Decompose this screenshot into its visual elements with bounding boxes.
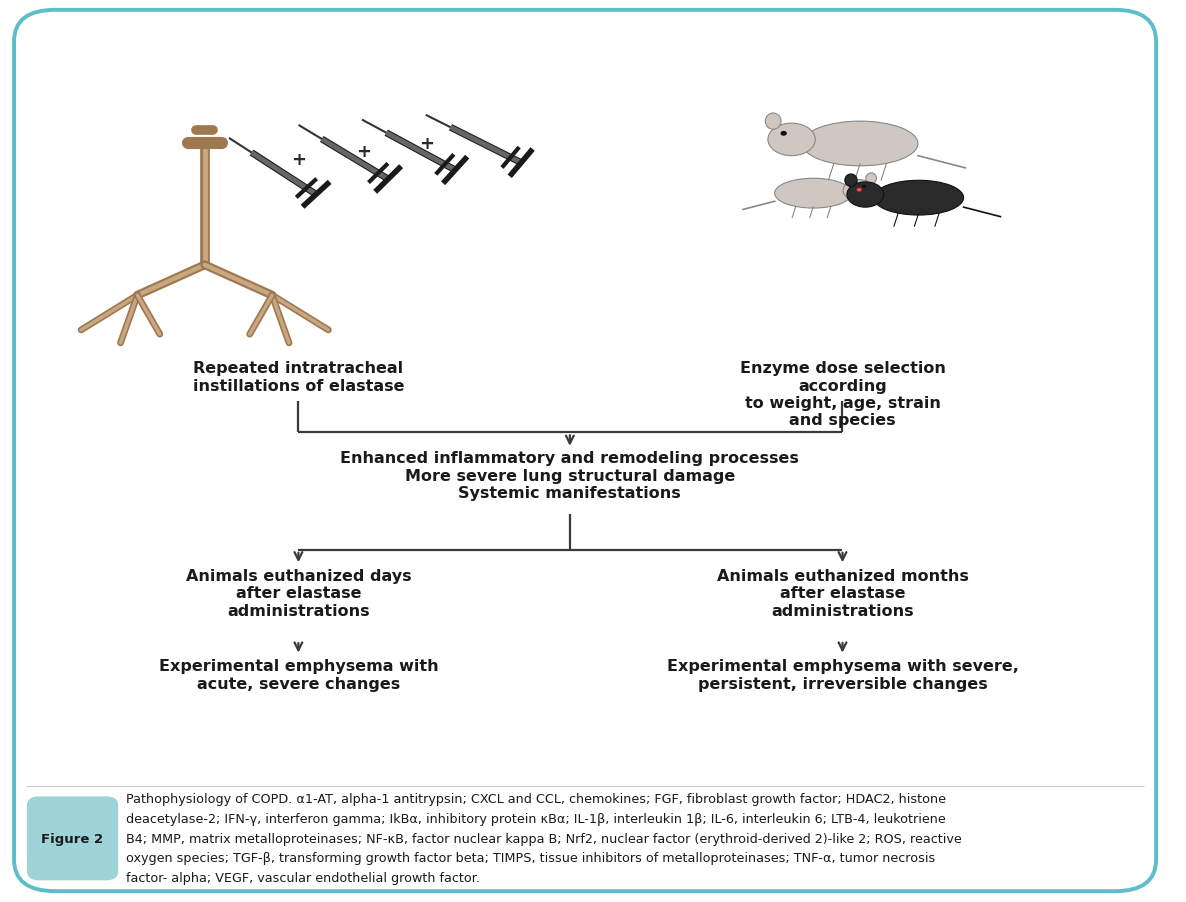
Ellipse shape	[765, 114, 782, 130]
Text: B4; MMP, matrix metalloproteinases; NF-κB, factor nuclear kappa B; Nrf2, nuclear: B4; MMP, matrix metalloproteinases; NF-κ…	[127, 832, 962, 844]
Text: +: +	[420, 135, 434, 153]
Text: Enhanced inflammatory and remodeling processes
More severe lung structural damag: Enhanced inflammatory and remodeling pro…	[340, 451, 799, 501]
Text: Experimental emphysema with severe,
persistent, irreversible changes: Experimental emphysema with severe, pers…	[667, 658, 1019, 691]
Text: +: +	[357, 143, 371, 161]
Text: +: +	[291, 151, 306, 169]
Ellipse shape	[874, 181, 963, 216]
Text: Pathophysiology of COPD. α1-AT, alpha-1 antitrypsin; CXCL and CCL, chemokines; F: Pathophysiology of COPD. α1-AT, alpha-1 …	[127, 792, 946, 805]
Ellipse shape	[844, 175, 857, 188]
Ellipse shape	[767, 124, 815, 157]
Ellipse shape	[774, 179, 852, 208]
Ellipse shape	[856, 189, 861, 192]
Text: Animals euthanized months
after elastase
administrations: Animals euthanized months after elastase…	[716, 568, 969, 618]
Text: Animals euthanized days
after elastase
administrations: Animals euthanized days after elastase a…	[185, 568, 412, 618]
Ellipse shape	[847, 182, 884, 208]
Text: Enzyme dose selection
according
to weight, age, strain
and species: Enzyme dose selection according to weigh…	[740, 361, 945, 428]
FancyBboxPatch shape	[14, 11, 1156, 891]
Text: deacetylase-2; IFN-γ, interferon gamma; IkBα, inhibitory protein κBα; IL-1β, int: deacetylase-2; IFN-γ, interferon gamma; …	[127, 812, 946, 824]
Ellipse shape	[780, 132, 786, 136]
Ellipse shape	[843, 180, 874, 202]
Text: oxygen species; TGF-β, transforming growth factor beta; TIMPS, tissue inhibitors: oxygen species; TGF-β, transforming grow…	[127, 851, 936, 864]
Ellipse shape	[802, 122, 918, 167]
Text: factor- alpha; VEGF, vascular endothelial growth factor.: factor- alpha; VEGF, vascular endothelia…	[127, 871, 480, 884]
Ellipse shape	[866, 173, 876, 185]
Text: Figure 2: Figure 2	[42, 833, 103, 845]
Text: Experimental emphysema with
acute, severe changes: Experimental emphysema with acute, sever…	[159, 658, 438, 691]
FancyBboxPatch shape	[27, 796, 119, 880]
Text: Repeated intratracheal
instillations of elastase: Repeated intratracheal instillations of …	[192, 361, 404, 393]
Ellipse shape	[862, 186, 866, 189]
